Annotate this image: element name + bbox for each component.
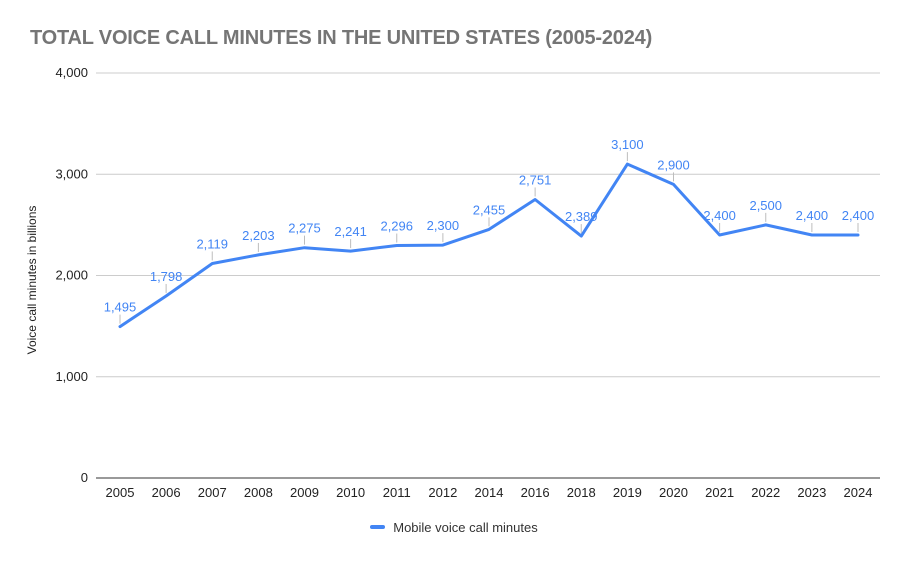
x-tick-label: 2018 — [567, 485, 596, 500]
x-tick-label: 2006 — [152, 485, 181, 500]
data-label: 1,798 — [150, 269, 183, 284]
x-tick-label: 2020 — [659, 485, 688, 500]
data-label: 2,203 — [242, 228, 275, 243]
x-tick-label: 2011 — [383, 485, 411, 500]
x-tick-label: 2012 — [428, 485, 457, 500]
chart-title: TOTAL VOICE CALL MINUTES IN THE UNITED S… — [30, 27, 653, 49]
data-label: 2,300 — [427, 218, 460, 233]
x-tick-label: 2010 — [336, 485, 365, 500]
chart-legend: Mobile voice call minutes — [0, 518, 908, 536]
data-label: 2,389 — [565, 209, 598, 224]
x-tick-label: 2021 — [705, 485, 734, 500]
x-tick-label: 2007 — [198, 485, 227, 500]
x-tick-label: 2016 — [521, 485, 550, 500]
data-label: 2,500 — [749, 198, 782, 213]
data-label: 2,296 — [380, 219, 413, 234]
data-label: 2,455 — [473, 202, 506, 217]
x-tick-label: 2023 — [797, 485, 826, 500]
data-label: 2,119 — [196, 236, 228, 251]
x-tick-label: 2009 — [290, 485, 319, 500]
grid-layer: 0 1,000 2,000 3,000 4,000 2005 2006 2007 2008 200… — [55, 65, 880, 500]
y-tick-label: 0 — [81, 470, 88, 485]
data-label: 2,900 — [657, 157, 690, 172]
series-line — [118, 162, 860, 329]
data-label: 2,400 — [796, 208, 829, 223]
y-tick-label: 1,000 — [55, 369, 88, 384]
data-label: 2,400 — [703, 208, 736, 223]
y-tick-label: 3,000 — [55, 166, 88, 181]
series-layer — [118, 152, 860, 329]
data-label: 1,495 — [104, 300, 137, 315]
data-label: 2,400 — [842, 208, 875, 223]
data-label: 2,751 — [519, 172, 552, 187]
label-layer: 1,495 1,798 2,119 2,203 2,275 2,241 2,296 2,300… — [104, 137, 875, 315]
y-axis-title: Voice call minutes in billions — [25, 206, 39, 355]
data-label: 2,275 — [288, 221, 321, 236]
legend-swatch — [370, 525, 386, 529]
y-tick-label: 2,000 — [55, 268, 88, 283]
x-tick-label: 2022 — [751, 485, 780, 500]
data-label: 2,241 — [334, 224, 367, 239]
y-tick-label: 4,000 — [55, 65, 88, 80]
x-tick-label: 2008 — [244, 485, 273, 500]
x-tick-label: 2019 — [613, 485, 642, 500]
x-tick-label: 2014 — [475, 485, 504, 500]
x-tick-label: 2024 — [844, 485, 873, 500]
legend-series-label: Mobile voice call minutes — [393, 519, 538, 535]
x-tick-label: 2005 — [106, 485, 135, 500]
data-label: 3,100 — [611, 137, 644, 152]
